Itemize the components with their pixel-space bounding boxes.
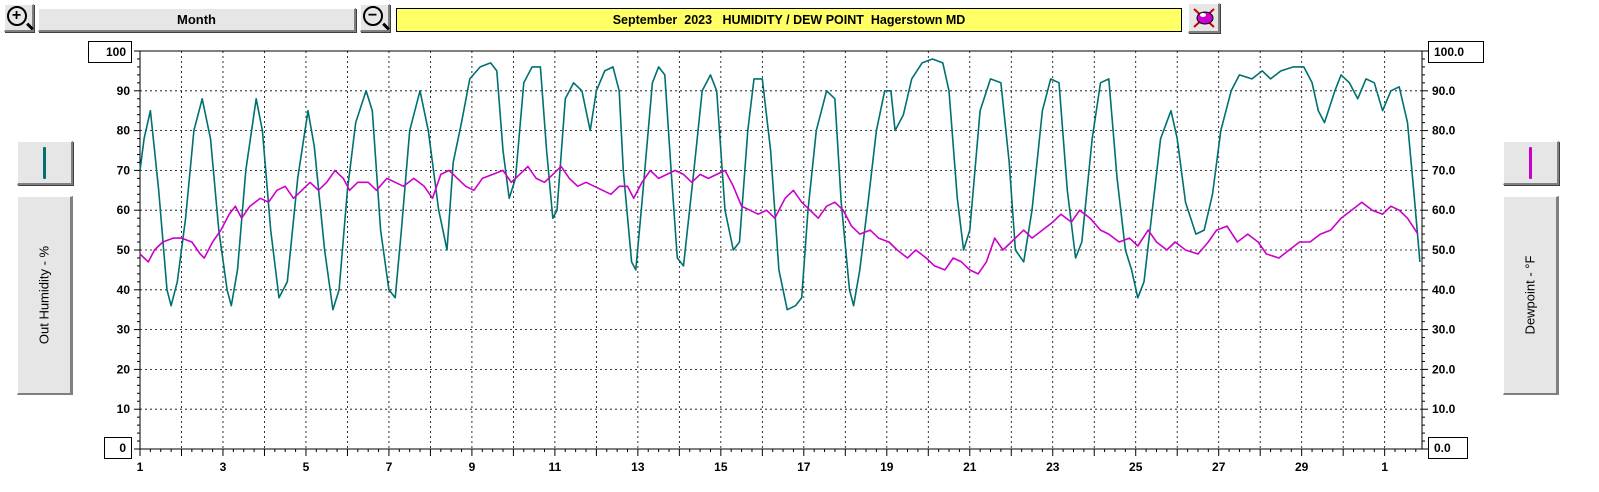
left-axis-title-panel[interactable]: Out Humidity - % bbox=[17, 196, 73, 395]
left-min-box[interactable]: 0 bbox=[104, 437, 132, 459]
x-tick-label: 11 bbox=[549, 460, 562, 474]
y-right-tick-label: 40.0 bbox=[1432, 283, 1456, 297]
y-right-tick-label: 20.0 bbox=[1432, 362, 1456, 376]
y-left-tick-label: 10 bbox=[117, 402, 131, 416]
zoom-out-button[interactable]: − bbox=[360, 4, 390, 32]
zoom-in-button[interactable]: + bbox=[4, 4, 34, 32]
x-tick-label: 27 bbox=[1212, 460, 1226, 474]
right-axis-title-panel[interactable]: Dewpoint - °F bbox=[1503, 196, 1559, 395]
y-right-tick-label: 80.0 bbox=[1432, 124, 1456, 138]
print-button[interactable] bbox=[1188, 3, 1220, 33]
x-tick-label: 13 bbox=[631, 460, 645, 474]
x-tick-label: 1 bbox=[137, 460, 144, 474]
period-button[interactable]: Month bbox=[38, 8, 356, 32]
x-tick-label: 17 bbox=[797, 460, 811, 474]
y-left-tick-label: 20 bbox=[117, 362, 131, 376]
y-left-tick-label: 30 bbox=[117, 323, 131, 337]
x-tick-label: 3 bbox=[220, 460, 227, 474]
x-tick-label: 15 bbox=[714, 460, 728, 474]
x-tick-label: 19 bbox=[880, 460, 894, 474]
humidity-swatch-icon bbox=[43, 146, 46, 179]
left-max-box[interactable]: 100 bbox=[88, 41, 132, 63]
y-left-tick-label: 70 bbox=[117, 163, 131, 177]
x-tick-label: 29 bbox=[1295, 460, 1309, 474]
y-left-tick-label: 50 bbox=[117, 243, 131, 257]
dewpoint-swatch-icon bbox=[1529, 146, 1532, 179]
y-left-tick-label: 80 bbox=[117, 124, 131, 138]
y-right-tick-label: 70.0 bbox=[1432, 163, 1456, 177]
y-left-tick-label: 90 bbox=[117, 84, 131, 98]
y-right-tick-label: 50.0 bbox=[1432, 243, 1456, 257]
y-right-tick-label: 10.0 bbox=[1432, 402, 1456, 416]
humidity-series-line bbox=[139, 58, 1421, 311]
y-left-tick-label: 40 bbox=[117, 283, 131, 297]
x-tick-label: 1 bbox=[1381, 460, 1388, 474]
zoom-in-icon: + bbox=[6, 5, 27, 26]
dewpoint-series-line bbox=[139, 165, 1419, 275]
dewpoint-series-button[interactable] bbox=[1503, 141, 1559, 185]
x-tick-label: 25 bbox=[1129, 460, 1143, 474]
chart-title: September 2023 HUMIDITY / DEW POINT Hage… bbox=[396, 8, 1182, 32]
print-icon bbox=[1192, 7, 1215, 28]
right-min-box[interactable]: 0.0 bbox=[1428, 437, 1468, 459]
right-max-box[interactable]: 100.0 bbox=[1428, 41, 1484, 63]
x-tick-label: 21 bbox=[963, 460, 977, 474]
x-tick-label: 9 bbox=[469, 460, 476, 474]
humidity-series-button[interactable] bbox=[17, 141, 73, 185]
y-left-tick-label: 60 bbox=[117, 203, 131, 217]
y-right-tick-label: 60.0 bbox=[1432, 203, 1456, 217]
x-tick-label: 23 bbox=[1046, 460, 1060, 474]
x-tick-label: 5 bbox=[303, 460, 310, 474]
zoom-out-icon: − bbox=[362, 5, 383, 26]
x-tick-label: 7 bbox=[386, 460, 393, 474]
y-right-tick-label: 30.0 bbox=[1432, 323, 1456, 337]
y-right-tick-label: 90.0 bbox=[1432, 84, 1456, 98]
